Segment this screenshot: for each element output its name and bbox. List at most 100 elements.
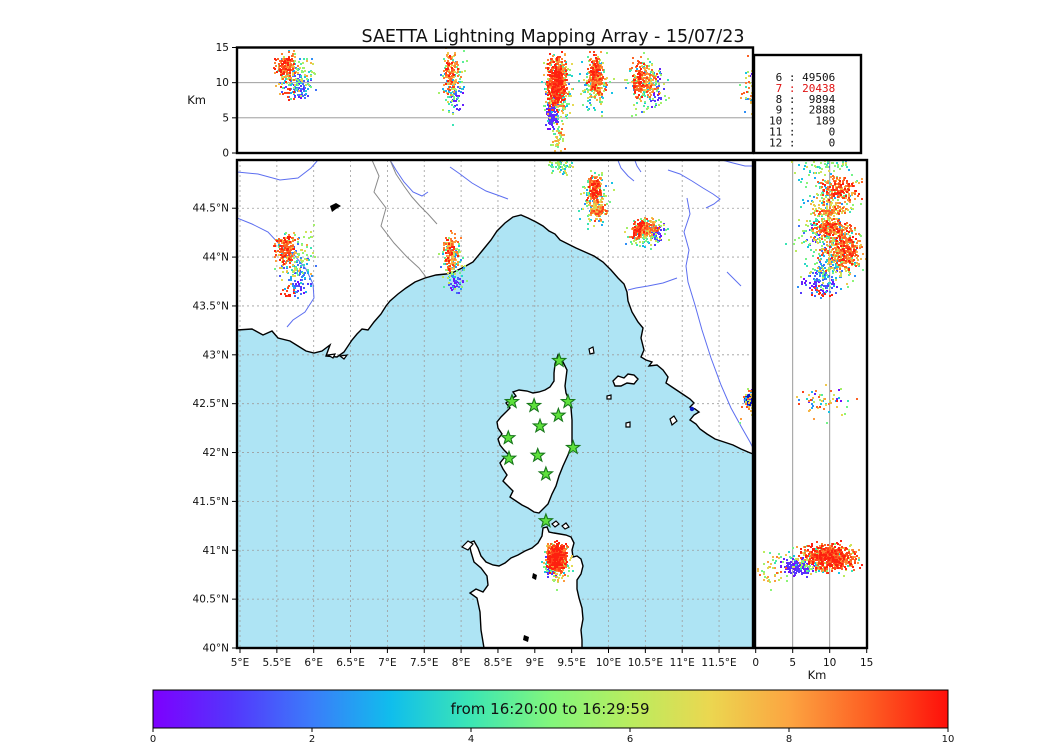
legend-row: 7 : 20438	[769, 82, 835, 95]
island	[496, 353, 573, 514]
map-panel	[235, 158, 755, 650]
colorbar-label: from 16:20:00 to 16:29:59	[450, 700, 649, 718]
altitude-vs-longitude-panel	[235, 46, 755, 155]
station-star-marker	[551, 352, 568, 368]
altitude-vs-latitude-panel	[753, 158, 869, 650]
station-star-marker	[564, 439, 582, 455]
lat-tick-label: 41°N	[203, 545, 229, 557]
islet	[606, 394, 612, 400]
colorbar-tick-label: 6	[627, 734, 633, 745]
right-xlabel-km: Km	[808, 668, 827, 682]
lightning-sources	[788, 162, 853, 572]
lon-tick-label: 11°E	[670, 657, 695, 669]
top-ytick-label: 10	[216, 77, 229, 89]
lon-tick-label: 9.5°E	[557, 657, 586, 669]
station-star-marker	[550, 406, 567, 423]
legend-row: 12 : 0	[769, 136, 835, 149]
legend-row: 8 : 9894	[769, 93, 836, 106]
lightning-sources	[763, 162, 862, 591]
station-count-legend: 6 : 49506 7 : 20438 8 : 9894 9 : 288810 …	[752, 53, 863, 155]
lake	[532, 573, 537, 580]
top-ytick-label: 0	[222, 148, 229, 160]
station-star-marker	[529, 446, 546, 463]
station-star-marker	[525, 396, 543, 413]
lat-tick-label: 43°N	[203, 349, 229, 361]
right-xtick-label: 10	[823, 657, 836, 669]
islet	[326, 353, 337, 359]
top-ytick-label: 15	[216, 42, 229, 54]
river	[726, 271, 742, 287]
islet	[460, 540, 474, 551]
station-star-marker	[559, 393, 577, 409]
mainland-land	[237, 160, 753, 454]
river	[667, 169, 721, 209]
mainland-coastline	[237, 214, 753, 455]
river	[389, 160, 429, 197]
river	[237, 217, 315, 328]
country-border	[371, 160, 427, 278]
station-star-marker	[531, 417, 549, 434]
islet	[561, 522, 570, 530]
right-panel-frame	[753, 158, 869, 650]
islet	[588, 346, 595, 355]
colorbar-bar	[152, 689, 949, 729]
legend-frame	[752, 53, 863, 155]
colorbar-ticks: 0 2 4 6 8 10	[150, 728, 955, 745]
lon-tick-label: 5.5°E	[263, 657, 292, 669]
river	[617, 160, 635, 182]
station-star-marker	[500, 429, 517, 445]
lon-tick-label: 6°E	[304, 657, 323, 669]
legend-row: 9 : 2888	[769, 104, 835, 117]
lat-tick-label: 40.5°N	[193, 594, 229, 606]
country-border	[389, 160, 438, 225]
colorbar-tick-label: 4	[468, 734, 474, 745]
lightning-sources	[274, 51, 645, 111]
lake-bolsena	[689, 406, 695, 412]
lon-tick-label: 11.5°E	[701, 657, 736, 669]
river	[449, 166, 509, 200]
lon-tick-label: 10°E	[596, 657, 621, 669]
station-star-marker	[537, 512, 555, 528]
lat-tick-label: 42°N	[203, 447, 229, 459]
right-xtick-label: 5	[789, 657, 796, 669]
time-colorbar: from 16:20:00 to 16:29:59 0 2 4 6 8 10	[150, 689, 955, 745]
colorbar-tick-label: 0	[150, 734, 156, 745]
lon-tick-label: 5°E	[231, 657, 250, 669]
lat-tick-label: 44°N	[203, 252, 229, 264]
colorbar-tick-label: 8	[786, 734, 792, 745]
lat-tick-label: 43.5°N	[193, 300, 229, 312]
islet	[551, 520, 560, 528]
lake	[330, 203, 341, 212]
colorbar-tick-label: 2	[309, 734, 315, 745]
lon-tick-label: 10.5°E	[628, 657, 663, 669]
lake	[523, 635, 529, 642]
lon-tick-label: 7°E	[378, 657, 397, 669]
lat-tick-label: 42.5°N	[193, 398, 229, 410]
river	[721, 160, 753, 167]
river	[627, 277, 678, 291]
station-star-marker	[537, 465, 555, 482]
top-panel-bg	[237, 47, 753, 153]
station-star-marker	[503, 393, 521, 409]
lon-tick-label: 8°E	[452, 657, 471, 669]
islet	[338, 354, 349, 360]
colorbar-tick-label: 10	[942, 734, 955, 745]
top-ytick-label: 5	[222, 112, 229, 124]
right-xtick-label: 0	[752, 657, 759, 669]
top-panel-scatter	[273, 47, 753, 152]
lat-tick-label: 41.5°N	[193, 496, 229, 508]
lat-tick-label: 40°N	[203, 643, 229, 655]
island	[612, 373, 639, 387]
top-ylabel-km: Km	[187, 93, 206, 107]
legend-row: 11 : 0	[769, 126, 835, 139]
lightning-sources	[800, 180, 863, 574]
lat-tick-label: 44.5°N	[193, 203, 229, 215]
legend-row: 10 : 189	[769, 115, 835, 128]
lon-tick-label: 8.5°E	[484, 657, 513, 669]
lma-stations	[500, 352, 582, 528]
right-xtick-label: 15	[860, 657, 873, 669]
figure-title: SAETTA Lightning Mapping Array - 15/07/2…	[362, 27, 745, 47]
legend-row: 6 : 49506	[769, 71, 835, 84]
